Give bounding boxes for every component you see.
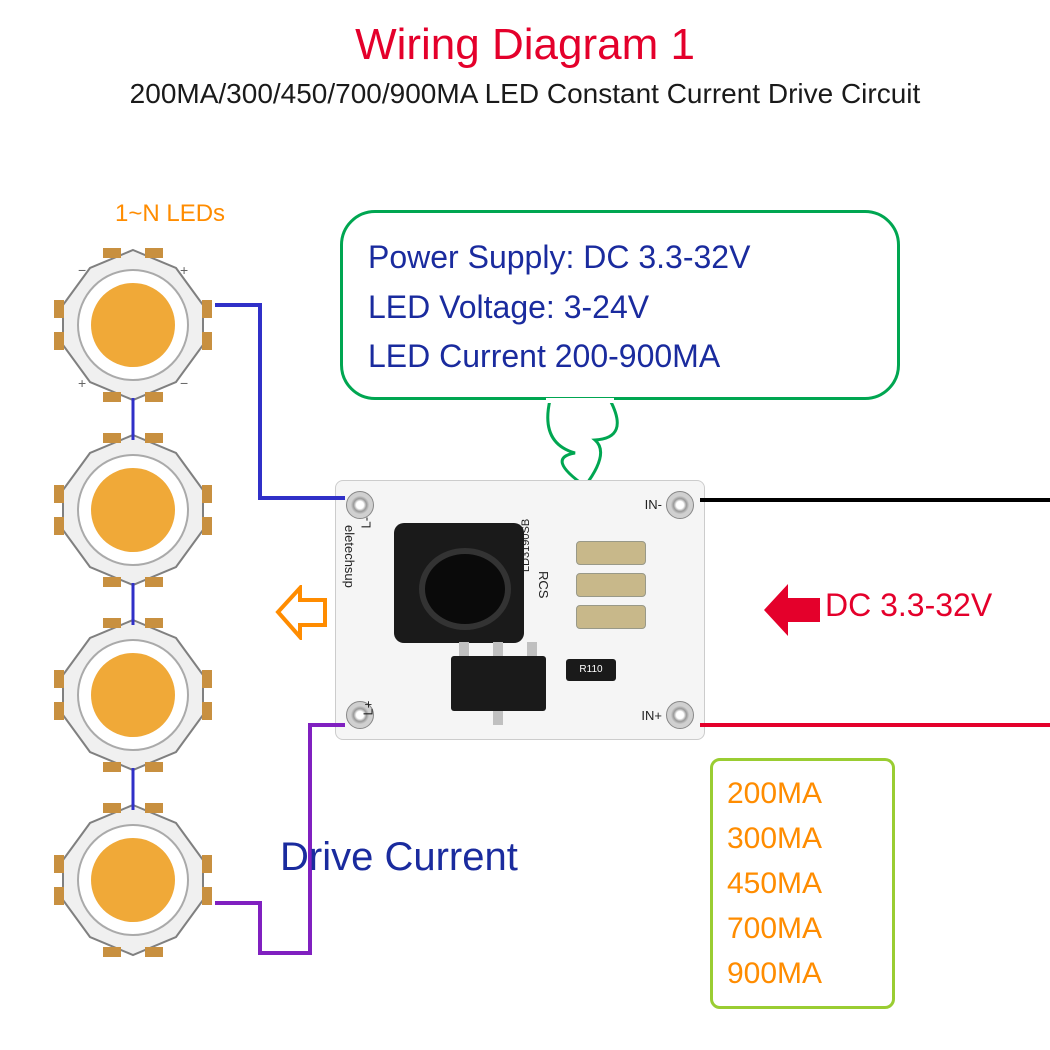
drive-current-label: Drive Current [280, 835, 518, 880]
arrow-left-red-icon [760, 580, 825, 640]
current-option: 900MA [727, 951, 878, 996]
dc-input-label: DC 3.3-32V [825, 587, 992, 624]
current-option: 700MA [727, 906, 878, 951]
arrow-left-orange-icon [275, 585, 330, 640]
current-option: 300MA [727, 816, 878, 861]
current-option: 450MA [727, 861, 878, 906]
current-options-box: 200MA 300MA 450MA 700MA 900MA [710, 758, 895, 1009]
current-option: 200MA [727, 771, 878, 816]
